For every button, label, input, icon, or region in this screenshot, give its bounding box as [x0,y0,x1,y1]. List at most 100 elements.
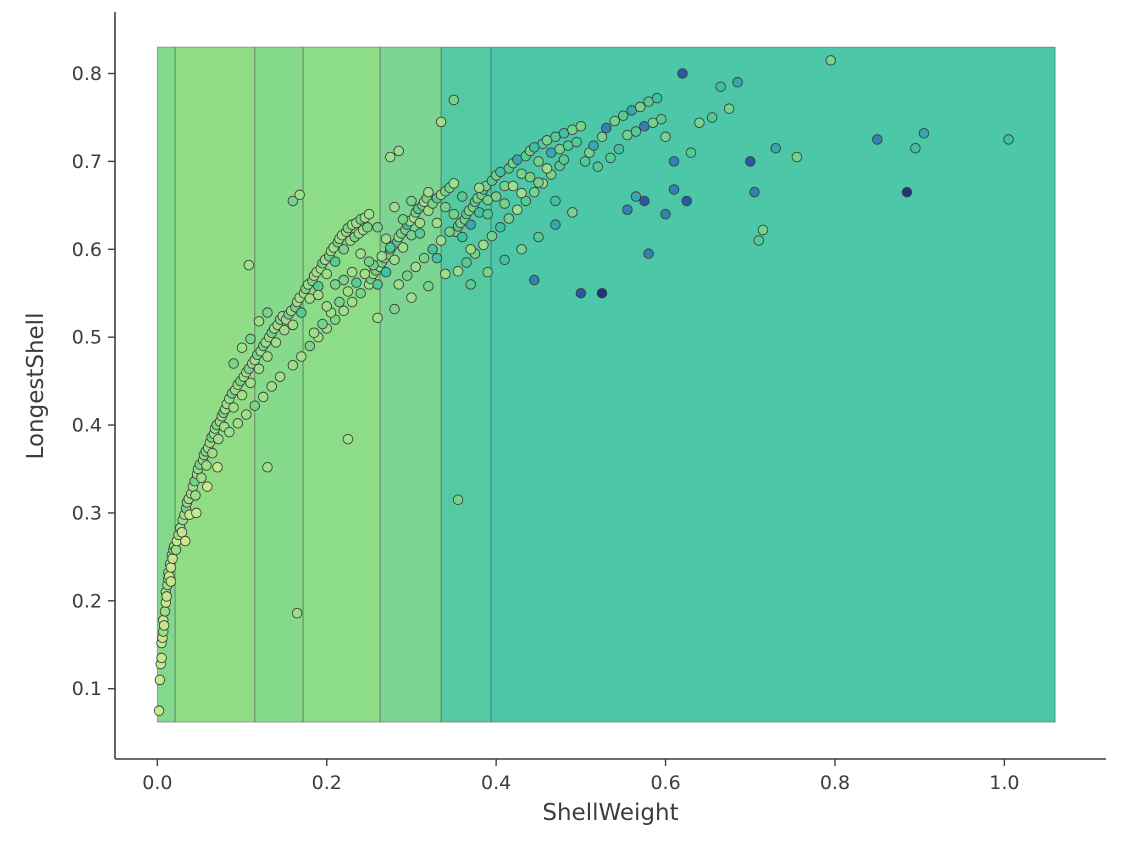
scatter-point [287,319,299,331]
scatter-point [317,318,328,330]
scatter-point [490,191,502,202]
scatter-point [321,268,333,280]
scatter-point [342,433,354,445]
scatter-point [457,231,468,243]
x-tick-label: 0.0 [142,772,172,794]
scatter-point [253,363,265,375]
scatter-point [630,191,642,202]
scatter-point [274,371,286,382]
scatter-point [262,461,273,473]
scatter-point [228,358,239,369]
scatter-point [431,217,443,229]
scatter-point [313,280,324,292]
scatter-point [694,117,705,128]
scatter-point [465,219,476,230]
scatter-point [406,292,417,303]
scatter-point [427,244,438,255]
scatter-point [372,222,383,233]
partition-band [303,47,381,723]
scatter-point [190,490,201,501]
x-tick-label: 0.8 [820,772,850,794]
scatter-point [440,201,451,213]
scatter-point [465,279,476,290]
scatter-point [180,535,191,547]
scatter-point [159,606,171,617]
scatter-point [435,235,447,246]
scatter-point [461,257,472,268]
scatter-point [232,418,244,429]
scatter-point [362,222,373,233]
scatter-point [423,186,434,198]
scatter-point [201,460,212,471]
scatter-point [158,620,170,631]
scatter-point [630,126,642,137]
scatter-point [452,266,464,277]
scatter-point [529,274,540,286]
scatter-point [363,256,375,267]
scatter-point [634,101,646,113]
scatter-point [329,279,341,290]
x-tick-label: 1.0 [989,772,1019,794]
scatter-point [389,303,400,315]
scatter-point [338,244,349,255]
scatter-point [262,351,273,362]
scatter-point [245,333,256,345]
scatter-point [338,274,349,286]
scatter-point [376,251,388,262]
scatter-point [236,342,248,353]
y-tick-label: 0.4 [72,415,102,437]
scatter-point [397,214,409,225]
x-axis-label: ShellWeight [542,800,679,826]
scatter-point [423,280,434,292]
scatter-point [643,248,654,259]
scatter-point [550,195,561,207]
scatter-point [520,195,532,207]
scatter-point [588,140,599,151]
scatter-point [770,142,781,154]
scatter-point [617,110,629,121]
scatter-point [448,178,460,189]
scatter-point [213,433,224,445]
partition-outline [156,46,1056,723]
scatter-point [165,562,177,573]
scatter-point [516,187,527,199]
scatter-point [196,472,207,484]
scatter-point [558,154,570,165]
scatter-point [567,207,578,218]
scatter-point [355,248,366,259]
scatter-point [236,389,248,401]
scatter-point [550,219,561,230]
scatter-point [253,316,265,327]
scatter-point [541,163,553,174]
scatter-point [524,171,536,183]
scatter-point [668,184,680,195]
scatter-point [393,145,404,157]
scatter-point [533,231,544,243]
scatter-point [486,230,498,242]
y-tick-label: 0.6 [72,239,102,261]
scatter-point [389,254,400,266]
scatter-point [575,287,587,299]
scatter-point [294,189,305,201]
scatter-point [380,266,392,278]
scatter-point [533,156,544,167]
scatter-point [579,156,591,167]
scatter-point [499,254,510,266]
scatter-point [359,268,371,280]
scatter-point [414,217,426,229]
scatter-point [465,244,476,255]
partition-band [254,47,304,723]
scatter-point [241,409,252,420]
scatter-point [533,177,544,188]
scatter-point [482,208,493,220]
scatter-point [571,136,582,148]
scatter-point [385,242,396,253]
scatter-point [380,233,392,244]
scatter-point [435,116,447,128]
scatter-point [161,591,172,602]
scatter-point [243,259,255,271]
scatter-point [660,208,671,220]
scatter-point [338,305,349,317]
scatter-point [660,131,671,143]
scatter-point [668,156,680,167]
